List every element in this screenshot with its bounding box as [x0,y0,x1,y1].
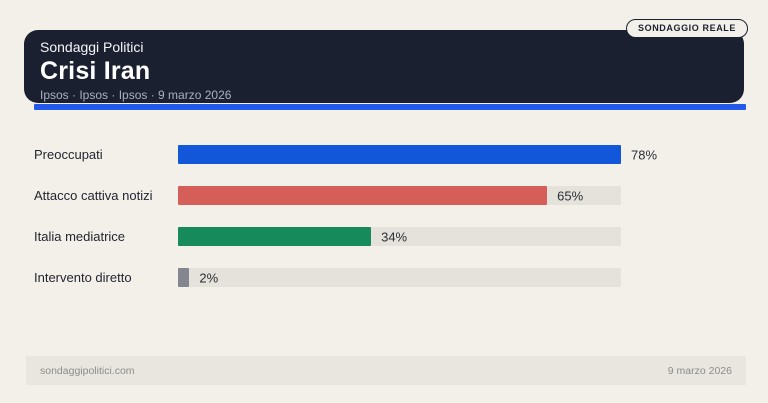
bar-fill [178,227,372,246]
status-badge: SONDAGGIO REALE [625,19,748,38]
bar-fill [178,268,190,287]
footer: sondaggipolitici.com 9 marzo 2026 [26,356,746,385]
footer-date: 9 marzo 2026 [667,364,732,377]
bar-track: 2% [178,268,621,287]
bar-value-label: 78% [631,147,658,162]
bar-value-label: 65% [557,188,584,203]
bar-value-label: 2% [199,270,219,285]
bar-category-label: Italia mediatrice [34,229,126,244]
bar-row: Italia mediatrice 34% [34,227,744,246]
bar-track: 78% [178,145,657,164]
bar-row: Attacco cattiva notizi 65% [34,186,744,205]
bar-category-label: Preoccupati [34,147,103,162]
accent-underline [34,104,746,110]
bar-value-label: 34% [381,229,408,244]
bar-rows: Preoccupati 78% Attacco cattiva notizi 65% I… [34,145,744,287]
footer-source: sondaggipolitici.com [40,364,135,377]
bar-row: Intervento diretto 2% [34,268,744,287]
bar-category-label: Intervento diretto [34,270,132,285]
header-card: Sondaggi Politici Crisi Iran Ipsos · Ips… [24,30,744,103]
page-title: Crisi Iran [40,56,151,85]
bar-chart: Preoccupati 78% Attacco cattiva notizi 65% I… [0,110,768,287]
bar-fill [178,186,548,205]
bar-track: 65% [178,186,621,205]
header: SONDAGGIO REALE Sondaggi Politici Crisi … [0,0,768,110]
bar-category-label: Attacco cattiva notizi [34,188,153,203]
bar-row: Preoccupati 78% [34,145,744,164]
poll-sources: Ipsos · Ipsos · Ipsos · 9 marzo 2026 [40,87,232,102]
brand-kicker: Sondaggi Politici [40,39,144,55]
bar-track: 34% [178,227,621,246]
bar-fill [178,145,621,164]
